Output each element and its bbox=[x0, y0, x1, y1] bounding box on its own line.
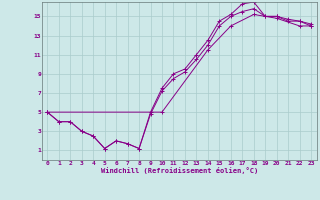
X-axis label: Windchill (Refroidissement éolien,°C): Windchill (Refroidissement éolien,°C) bbox=[100, 167, 258, 174]
